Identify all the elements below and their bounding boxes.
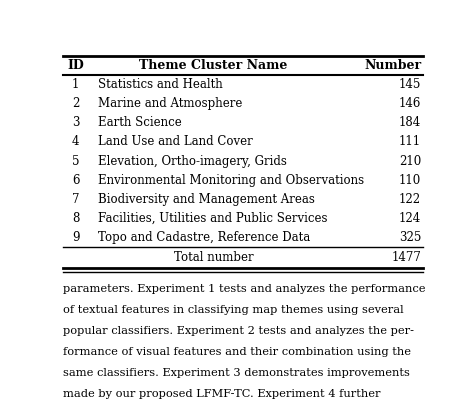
Text: 4: 4: [72, 136, 80, 148]
Text: 122: 122: [399, 193, 421, 206]
Text: Environmental Monitoring and Observations: Environmental Monitoring and Observation…: [98, 174, 364, 187]
Text: made by our proposed LFMF-TC. Experiment 4 further: made by our proposed LFMF-TC. Experiment…: [63, 389, 381, 399]
Text: parameters. Experiment 1 tests and analyzes the performance: parameters. Experiment 1 tests and analy…: [63, 284, 426, 294]
Text: 6: 6: [72, 174, 80, 187]
Text: 3: 3: [72, 116, 80, 130]
Text: Elevation, Ortho-imagery, Grids: Elevation, Ortho-imagery, Grids: [98, 155, 287, 168]
Text: 124: 124: [399, 212, 421, 225]
Text: 1: 1: [72, 78, 80, 91]
Text: Number: Number: [364, 59, 421, 72]
Text: 210: 210: [399, 155, 421, 168]
Text: of textual features in classifying map themes using several: of textual features in classifying map t…: [63, 305, 403, 315]
Text: 184: 184: [399, 116, 421, 130]
Text: 145: 145: [399, 78, 421, 91]
Text: 111: 111: [399, 136, 421, 148]
Text: 7: 7: [72, 193, 80, 206]
Text: ID: ID: [67, 59, 84, 72]
Text: Statistics and Health: Statistics and Health: [98, 78, 223, 91]
Text: 325: 325: [399, 231, 421, 244]
Text: 2: 2: [72, 97, 80, 110]
Text: Biodiversity and Management Areas: Biodiversity and Management Areas: [98, 193, 315, 206]
Text: 146: 146: [399, 97, 421, 110]
Text: 5: 5: [72, 155, 80, 168]
Text: same classifiers. Experiment 3 demonstrates improvements: same classifiers. Experiment 3 demonstra…: [63, 368, 410, 378]
Text: Marine and Atmosphere: Marine and Atmosphere: [98, 97, 242, 110]
Text: popular classifiers. Experiment 2 tests and analyzes the per-: popular classifiers. Experiment 2 tests …: [63, 326, 414, 336]
Text: Land Use and Land Cover: Land Use and Land Cover: [98, 136, 253, 148]
Text: Total number: Total number: [174, 251, 253, 264]
Text: 110: 110: [399, 174, 421, 187]
Text: 1477: 1477: [391, 251, 421, 264]
Text: Topo and Cadastre, Reference Data: Topo and Cadastre, Reference Data: [98, 231, 310, 244]
Text: 9: 9: [72, 231, 80, 244]
Text: Earth Science: Earth Science: [98, 116, 182, 130]
Text: formance of visual features and their combination using the: formance of visual features and their co…: [63, 347, 411, 357]
Text: 8: 8: [72, 212, 80, 225]
Text: Theme Cluster Name: Theme Cluster Name: [139, 59, 288, 72]
Text: Facilities, Utilities and Public Services: Facilities, Utilities and Public Service…: [98, 212, 328, 225]
